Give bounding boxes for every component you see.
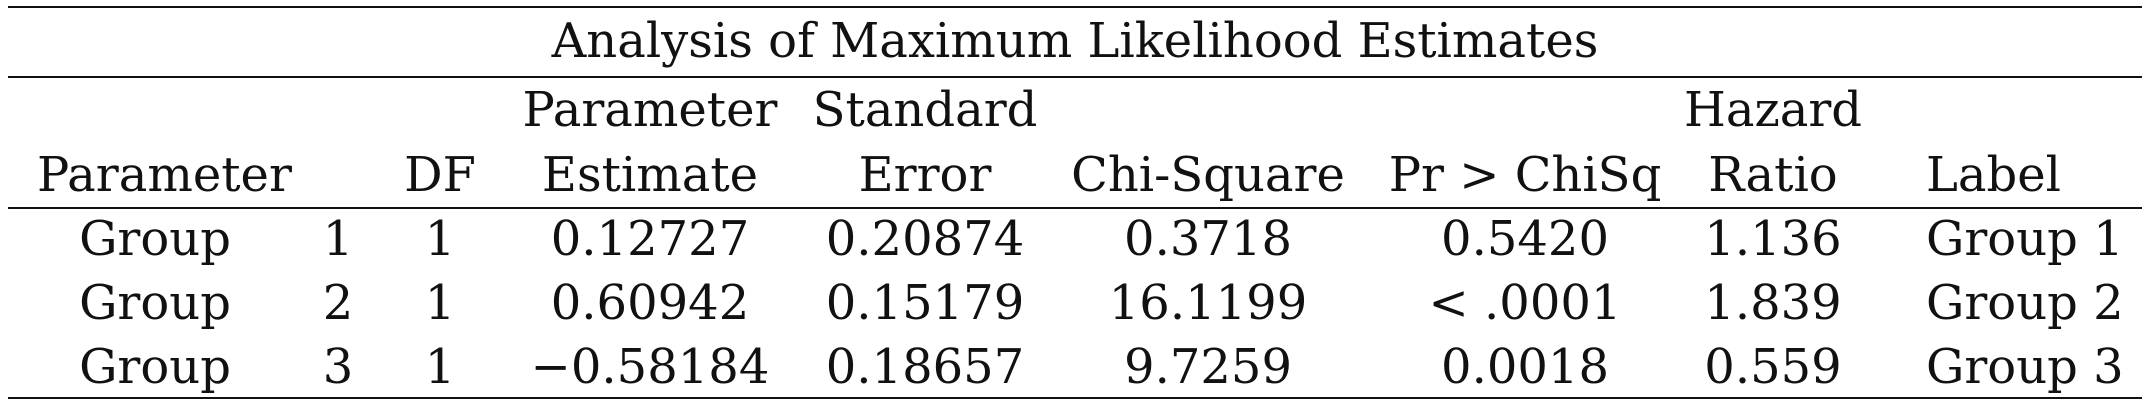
cell-chi-square: 16.1199 — [1108, 275, 1308, 331]
cell-level: 2 — [322, 275, 354, 331]
cell-estimate: 0.60942 — [550, 275, 750, 331]
cell-df: 1 — [424, 339, 456, 395]
header-param-estimate-line1: Parameter — [522, 82, 778, 138]
cell-pr-chisq: < .0001 — [1428, 275, 1622, 331]
header-df: DF — [404, 147, 476, 203]
bottom-rule — [8, 397, 2142, 399]
cell-hazard-ratio: 1.839 — [1704, 275, 1842, 331]
cell-hazard-ratio: 1.136 — [1704, 211, 1842, 267]
header-pr-chisq: Pr > ChiSq — [1388, 147, 1662, 203]
header-param-estimate-line2: Estimate — [541, 147, 759, 203]
cell-label: Group 1 — [1926, 211, 2124, 267]
cell-pr-chisq: 0.5420 — [1441, 211, 1609, 267]
cell-df: 1 — [424, 211, 456, 267]
header-chi-square: Chi-Square — [1071, 147, 1345, 203]
cell-parameter: Group — [79, 275, 231, 331]
cell-hazard-ratio: 0.559 — [1704, 339, 1842, 395]
cell-estimate: 0.12727 — [550, 211, 750, 267]
cell-parameter: Group — [79, 211, 231, 267]
header-std-error-line1: Standard — [812, 82, 1038, 138]
header-hazard-ratio-line1: Hazard — [1683, 82, 1863, 138]
cell-pr-chisq: 0.0018 — [1441, 339, 1609, 395]
cell-df: 1 — [424, 275, 456, 331]
header-label: Label — [1926, 147, 2061, 203]
header-std-error-line2: Error — [858, 147, 992, 203]
table-title: Analysis of Maximum Likelihood Estimates — [551, 13, 1599, 69]
cell-std-error: 0.18657 — [825, 339, 1025, 395]
cell-label: Group 2 — [1926, 275, 2124, 331]
cell-level: 1 — [322, 211, 354, 267]
header-hazard-ratio-line2: Ratio — [1708, 147, 1838, 203]
title-rule — [8, 76, 2142, 78]
cell-chi-square: 9.7259 — [1124, 339, 1292, 395]
header-rule — [8, 207, 2142, 209]
cell-parameter: Group — [79, 339, 231, 395]
top-rule — [8, 6, 2142, 8]
cell-std-error: 0.15179 — [825, 275, 1025, 331]
header-parameter: Parameter — [37, 147, 292, 203]
cell-chi-square: 0.3718 — [1124, 211, 1292, 267]
cell-label: Group 3 — [1926, 339, 2124, 395]
cell-level: 3 — [322, 339, 354, 395]
cell-estimate: −0.58184 — [530, 339, 770, 395]
cell-std-error: 0.20874 — [825, 211, 1025, 267]
